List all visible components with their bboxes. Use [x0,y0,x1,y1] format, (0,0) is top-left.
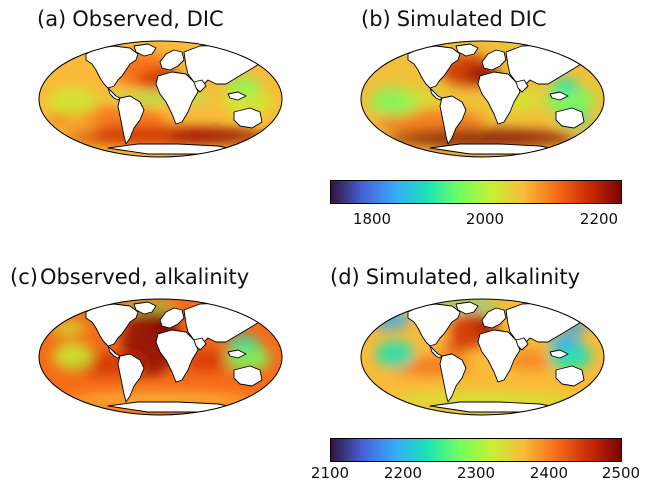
ocean-field [39,299,282,415]
continent-central-america [107,87,121,101]
continent-central-america [107,345,121,359]
panel-c-title: (c)Observed, alkalinity [10,267,249,288]
continent-central-america [429,87,443,101]
colorbar-alk-tick-2100: 2100 [310,464,350,482]
continent-europe [159,49,185,71]
field-blob [443,340,467,356]
colorbar-dic [330,180,622,204]
colorbar-alk-tick-2200: 2200 [383,464,423,482]
panel-a-title: (a) Observed, DIC [37,9,224,30]
panel-b-title-text: Simulated DIC [396,7,547,31]
continent-arabia [515,79,529,93]
continent-indonesia [549,349,569,359]
continent-australia [233,365,263,387]
colorbar-alkalinity-svg [330,438,622,462]
panel-a-label: (a) [37,7,67,31]
continent-greenland [455,301,479,315]
colorbar-alkalinity [330,438,622,462]
map-b-svg [360,40,605,158]
continent-arabia [515,337,529,351]
continent-south-america [117,95,145,145]
colorbar-alk-tick-2300: 2300 [456,464,496,482]
continent-arabia [193,337,207,351]
map-panel-c [38,298,283,416]
field-blob [58,118,98,134]
continent-south-america [117,353,145,403]
map-panel-b [360,40,605,158]
map-border [38,40,283,158]
field-blob [551,78,579,94]
continent-north-america [407,303,461,347]
field-blob [53,342,93,370]
continent-africa [155,329,199,383]
field-blob [400,90,440,106]
continent-central-america [429,345,443,359]
continent-north-america [85,303,139,347]
map-c-svg [38,298,283,416]
colorbar-alk-tick-2500: 2500 [601,464,641,482]
field-blob [375,340,415,368]
continent-greenland [455,43,479,57]
colorbar-dic-svg [330,180,622,204]
field-blob [549,334,581,350]
panel-d-title-text: Simulated, alkalinity [365,265,581,289]
continent-australia [233,107,263,129]
panel-a-title-text: Observed, DIC [72,7,224,31]
panel-d-label: (d) [330,265,360,289]
colorbar-dic-tick-2000: 2000 [465,210,505,228]
continent-africa [477,71,521,125]
continent-south-america [439,353,467,403]
map-panel-d [360,298,605,416]
panel-b-title: (b) Simulated DIC [361,9,547,30]
continent-greenland [133,43,157,57]
panel-d-title: (d) Simulated, alkalinity [330,267,580,288]
continent-indonesia [227,91,247,101]
map-a-svg [38,40,283,158]
continent-greenland [133,301,157,315]
map-d-svg [360,298,605,416]
continent-europe [481,307,507,329]
map-border [360,298,605,416]
field-blob [227,334,259,350]
continent-north-america [85,45,139,89]
continent-indonesia [227,349,247,359]
ocean-field [361,299,604,415]
field-blob [387,129,577,147]
field-blob [225,76,261,96]
continent-indonesia [549,91,569,101]
panel-c-title-text: Observed, alkalinity [39,265,250,289]
continent-europe [159,307,185,329]
continent-north-america [407,45,461,89]
continent-africa [477,329,521,383]
continent-europe [481,49,507,71]
panel-b-label: (b) [361,7,391,31]
field-blob [507,350,557,370]
continent-australia [555,107,585,129]
field-blob [168,128,268,144]
colorbar-alk-tick-2400: 2400 [529,464,569,482]
colorbar-dic-tick-1800: 1800 [352,210,392,228]
map-border [360,40,605,158]
field-blob [48,88,98,116]
continent-australia [555,365,585,387]
continent-arabia [193,79,207,93]
panel-c-label: (c) [10,265,38,289]
map-border [38,298,283,416]
continent-south-america [439,95,467,145]
map-panel-a [38,40,283,158]
colorbar-dic-tick-2200: 2200 [579,210,619,228]
continent-africa [155,71,199,125]
